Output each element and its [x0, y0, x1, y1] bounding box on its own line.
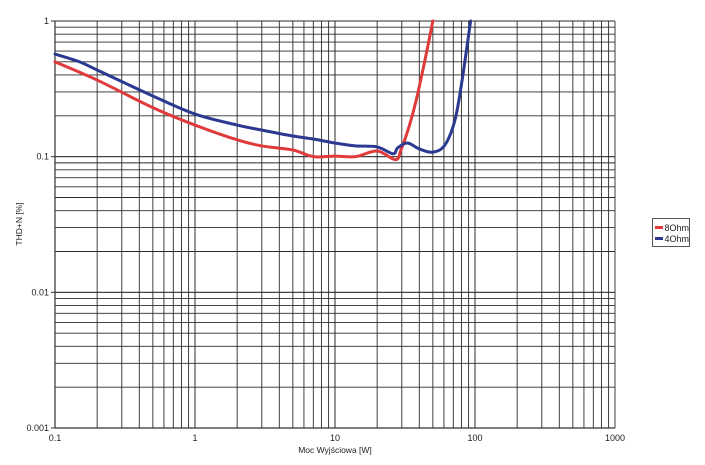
grid-lines — [54, 20, 616, 429]
y-axis-title: THD+N [%] — [14, 202, 24, 245]
x-axis-title: Moc Wyjściowa [W] — [298, 445, 372, 455]
x-tick-label: 10 — [330, 433, 340, 443]
legend-label-4ohm: 4Ohm — [664, 233, 689, 244]
axis-ticks: 0.1 1 10 100 1000 0.001 0.01 0.1 1 — [26, 16, 625, 443]
x-tick-label: 0.1 — [49, 433, 62, 443]
x-tick-label: 1000 — [605, 433, 625, 443]
y-tick-label: 1 — [44, 16, 49, 26]
y-tick-label: 0.01 — [31, 287, 49, 297]
y-tick-label: 0.001 — [26, 423, 49, 433]
legend-item-4ohm: 4Ohm — [655, 233, 689, 244]
legend-label-8ohm: 8Ohm — [664, 222, 689, 233]
curve-8ohm — [53, 19, 435, 162]
legend-swatch-4ohm — [655, 237, 664, 240]
y-tick-label: 0.1 — [36, 152, 49, 162]
data-curves — [53, 19, 473, 162]
x-tick-label: 100 — [467, 433, 482, 443]
curve-4ohm — [53, 19, 473, 156]
legend: 8Ohm 4Ohm — [652, 218, 690, 247]
legend-swatch-8ohm — [655, 226, 664, 229]
legend-item-8ohm: 8Ohm — [655, 222, 689, 233]
x-tick-label: 1 — [192, 433, 197, 443]
